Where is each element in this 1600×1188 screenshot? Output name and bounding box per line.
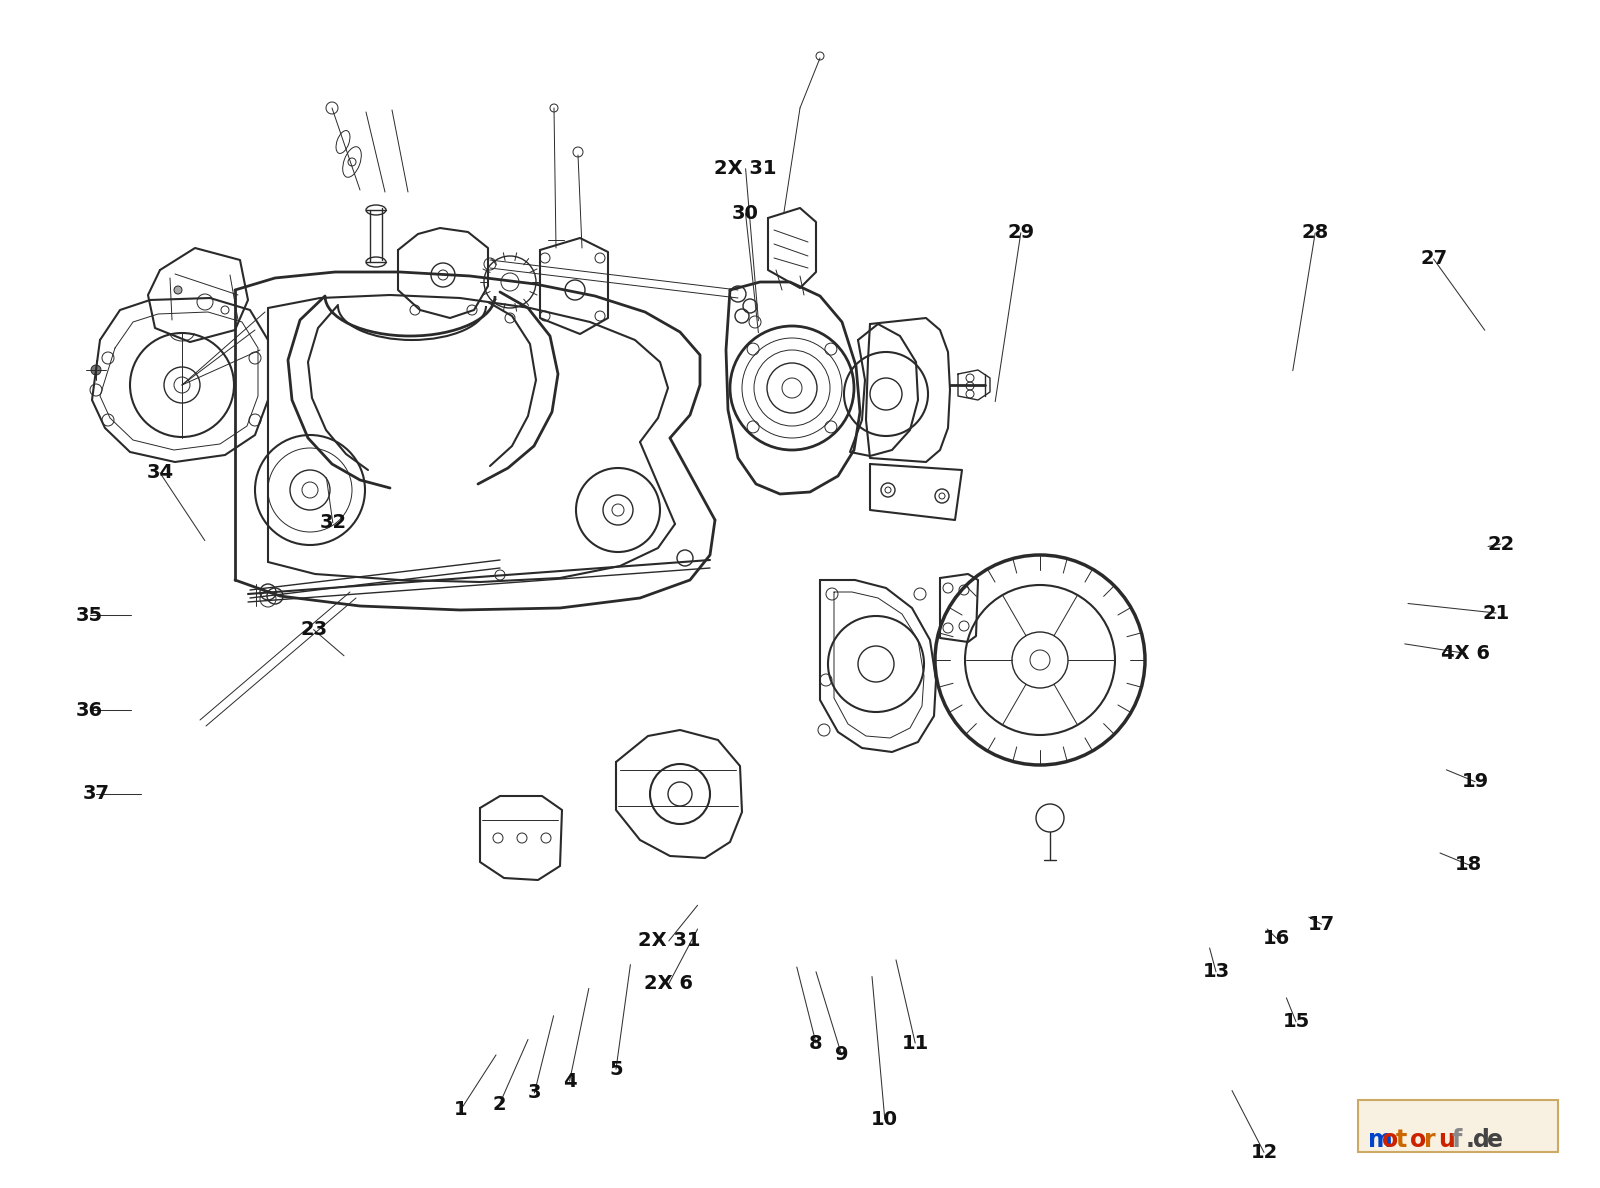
Circle shape [742,299,757,312]
Text: 9: 9 [835,1045,848,1064]
Text: e: e [1486,1127,1502,1152]
Text: 28: 28 [1301,223,1330,242]
Text: 2X 31: 2X 31 [637,931,701,950]
Text: 23: 23 [301,620,326,639]
Text: 2X 31: 2X 31 [714,159,778,178]
Text: 21: 21 [1482,604,1510,623]
Text: 30: 30 [733,204,758,223]
Ellipse shape [366,206,386,215]
Text: 36: 36 [77,701,102,720]
Text: 5: 5 [610,1060,622,1079]
Text: 2: 2 [493,1095,506,1114]
Text: 22: 22 [1486,535,1515,554]
Text: 1: 1 [454,1100,467,1119]
Text: 15: 15 [1282,1012,1310,1031]
Text: 10: 10 [872,1110,898,1129]
FancyBboxPatch shape [1358,1100,1558,1152]
Text: 12: 12 [1250,1143,1278,1162]
Ellipse shape [342,146,362,177]
Text: 17: 17 [1309,915,1334,934]
Circle shape [174,286,182,293]
Text: o: o [1410,1127,1426,1152]
Text: 4: 4 [563,1072,576,1091]
Circle shape [1037,804,1064,832]
Text: 8: 8 [810,1034,822,1053]
Text: o: o [1382,1127,1398,1152]
Text: 27: 27 [1421,249,1446,268]
Text: 37: 37 [83,784,109,803]
Text: d: d [1474,1127,1490,1152]
Text: 3: 3 [528,1083,541,1102]
Text: 18: 18 [1454,855,1483,874]
Ellipse shape [336,131,350,153]
Text: t: t [1395,1127,1408,1152]
Circle shape [91,365,101,375]
Text: m: m [1368,1127,1392,1152]
Text: 19: 19 [1462,772,1488,791]
Text: f: f [1453,1127,1462,1152]
Text: 32: 32 [320,513,346,532]
Text: 2X 6: 2X 6 [645,974,693,993]
Text: .: . [1466,1127,1475,1152]
Text: u: u [1438,1127,1454,1152]
Text: 35: 35 [77,606,102,625]
Text: 29: 29 [1008,223,1034,242]
Ellipse shape [366,257,386,267]
Text: 16: 16 [1262,929,1291,948]
Text: 13: 13 [1203,962,1229,981]
Text: 34: 34 [147,463,173,482]
Text: 11: 11 [901,1034,930,1053]
Text: r: r [1424,1127,1435,1152]
Text: 4X 6: 4X 6 [1442,644,1490,663]
